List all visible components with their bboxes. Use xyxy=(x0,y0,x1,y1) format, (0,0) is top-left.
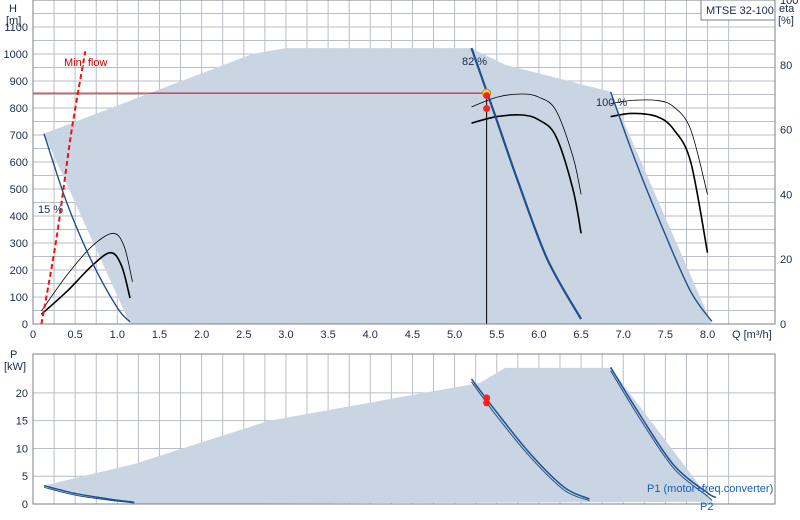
x-axis-label: Q [m³/h] xyxy=(732,329,772,341)
y-tick-label: 300 xyxy=(10,238,28,250)
operating-range-area xyxy=(44,48,712,324)
series-label-min-flow: Min. flow xyxy=(64,57,107,69)
head-curve xyxy=(609,91,713,322)
top-plot-frame xyxy=(32,0,776,325)
chart-title: MTSE 32-100 xyxy=(706,5,774,17)
x-tick-label: 1.0 xyxy=(110,329,125,341)
x-tick-label: 8.0 xyxy=(700,329,715,341)
series-label-100: 100 % xyxy=(596,97,627,109)
power-tick-label: 5 xyxy=(22,471,28,483)
y2-tick-label: 40 xyxy=(780,189,792,201)
y2-tick-label: 60 xyxy=(780,125,792,137)
x-tick-label: 0 xyxy=(30,329,36,341)
power-tick-label: 10 xyxy=(16,443,28,455)
efficiency-curve xyxy=(610,99,708,195)
y-tick-label: 900 xyxy=(10,76,28,88)
y-tick-label: 400 xyxy=(10,211,28,223)
y-tick-label: 600 xyxy=(10,157,28,169)
x-tick-label: 6.5 xyxy=(573,329,588,341)
y-axis-label-line1: H xyxy=(9,3,17,15)
series-label-15: 15 % xyxy=(38,204,63,216)
power-chart: 0 5 10 15 20 P [kW] P1 (motor+freq.converter… xyxy=(4,349,776,513)
title-box xyxy=(700,0,776,21)
x-tick-label: 7.0 xyxy=(616,329,631,341)
x-tick-label: 7.5 xyxy=(658,329,673,341)
efficiency-curve xyxy=(610,112,709,253)
y-tick-label: 1000 xyxy=(4,49,28,61)
y2-tick-label: 20 xyxy=(780,254,792,266)
power-curve xyxy=(609,366,717,499)
bottom-plot-frame xyxy=(32,353,776,505)
power-duty-marker xyxy=(483,394,491,402)
y2-tick-label: 80 xyxy=(780,60,792,72)
y-tick-label: 100 xyxy=(10,292,28,304)
power-axis-label-line2: [kW] xyxy=(4,361,26,373)
power-curve xyxy=(43,486,135,504)
x-tick-label: 5.0 xyxy=(447,329,462,341)
x-tick-label: 3.0 xyxy=(278,329,293,341)
efficiency-curve xyxy=(471,93,582,195)
y2-axis-label-line1: eta xyxy=(779,3,795,15)
power-tick-label: 20 xyxy=(16,388,28,400)
y2-axis-label-line2: [%] xyxy=(778,15,794,27)
y-tick-label: 200 xyxy=(10,265,28,277)
series-label-p2: P2 xyxy=(700,501,713,513)
power-curve xyxy=(610,370,713,502)
y-tick-label: 1100 xyxy=(4,22,28,34)
power-curve xyxy=(43,484,135,504)
y-tick-label: 0 xyxy=(22,319,28,331)
series-label-82: 82 % xyxy=(462,56,487,68)
head-curve xyxy=(43,133,131,323)
efficiency-curve xyxy=(471,114,582,234)
y-tick-label: 800 xyxy=(10,103,28,115)
efficiency-curve xyxy=(40,251,131,315)
min-flow-curve xyxy=(40,51,87,325)
power-duty-marker xyxy=(483,399,491,407)
y-axis-label-line2: [m] xyxy=(6,15,21,27)
head-efficiency-chart: 0 0.5 1.0 1.5 2.0 2.5 3.0 3.5 4.0 4.5 5.0 5.5 6.0 6.5… xyxy=(4,0,798,341)
y-tick-label: 500 xyxy=(10,184,28,196)
power-range-area xyxy=(44,367,712,504)
y2-tick-label: 100 xyxy=(780,0,798,7)
x-tick-label: 1.5 xyxy=(152,329,167,341)
series-label-p1: P1 (motor+freq.converter) xyxy=(647,483,773,495)
power-axis-label-line1: P xyxy=(10,349,17,361)
y-tick-label: 700 xyxy=(10,130,28,142)
x-tick-label: 3.5 xyxy=(320,329,335,341)
power-tick-label: 0 xyxy=(22,499,28,511)
efficiency-duty-marker xyxy=(483,92,491,100)
x-tick-label: 2.5 xyxy=(236,329,251,341)
x-tick-label: 4.0 xyxy=(363,329,378,341)
power-tick-label: 15 xyxy=(16,416,28,428)
x-tick-label: 2.0 xyxy=(194,329,209,341)
x-tick-label: 6.0 xyxy=(531,329,546,341)
x-tick-label: 5.5 xyxy=(489,329,504,341)
efficiency-duty-marker xyxy=(483,105,491,113)
x-tick-label: 0.5 xyxy=(68,329,83,341)
x-tick-label: 4.5 xyxy=(405,329,420,341)
efficiency-curve xyxy=(41,232,133,312)
y2-tick-label: 0 xyxy=(780,319,786,331)
